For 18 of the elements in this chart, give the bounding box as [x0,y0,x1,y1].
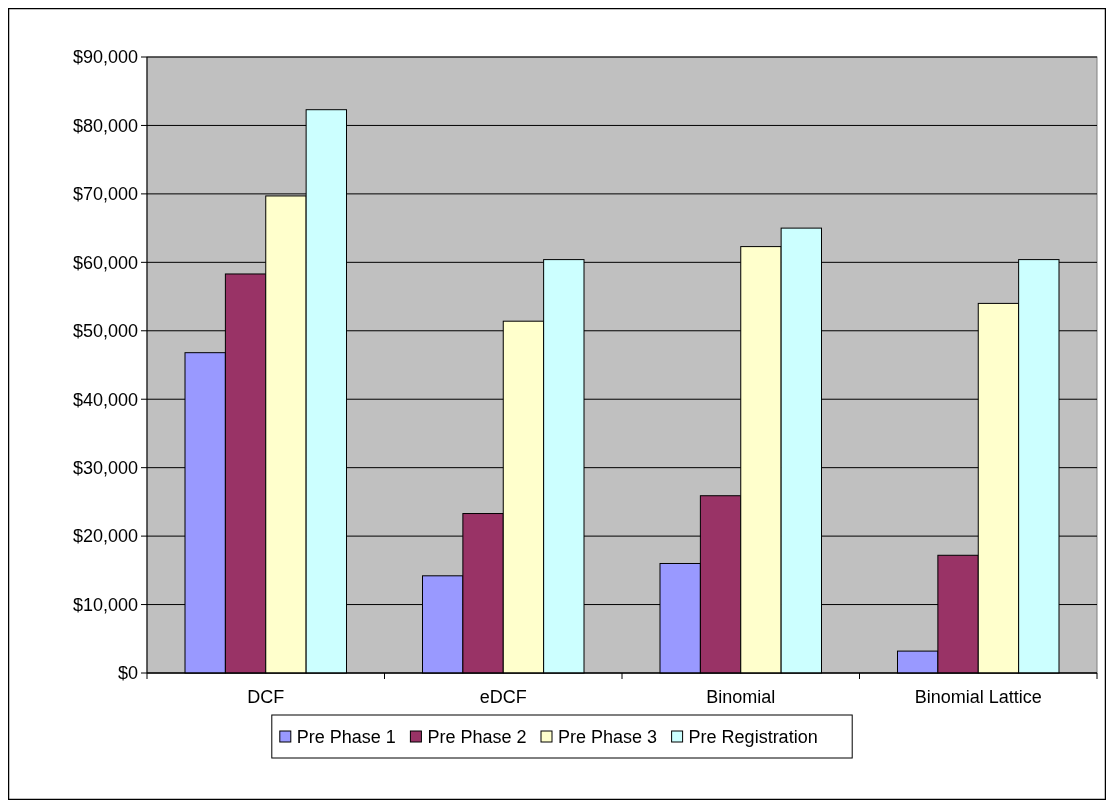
y-tick-label: $40,000 [72,389,138,410]
y-tick-label: $0 [117,663,138,684]
legend-label: Pre Phase 1 [296,727,396,748]
x-tick-label: Binomial [706,687,776,707]
y-tick-label: $50,000 [72,321,138,342]
y-tick-label: $10,000 [72,594,138,615]
legend-label: Pre Phase 2 [427,727,527,748]
y-tick-label: $70,000 [72,184,138,205]
x-tick-label: Binomial Lattice [914,687,1042,707]
y-tick-label: $20,000 [72,526,138,547]
y-tick-label: $30,000 [72,457,138,478]
y-tick-label: $60,000 [72,252,138,273]
legend-label: Pre Registration [688,727,818,748]
y-tick-label: $80,000 [72,115,138,136]
x-tick-label: eDCF [479,687,527,707]
legend-label: Pre Phase 3 [558,727,658,748]
y-tick-label: $90,000 [72,47,138,68]
x-tick-label: DCF [247,687,285,707]
